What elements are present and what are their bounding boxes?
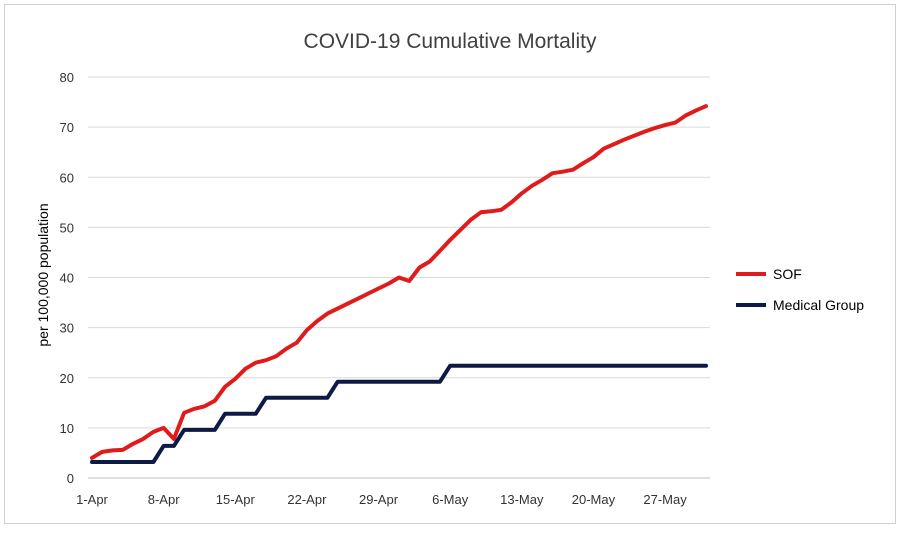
y-tick-label: 80 [60,70,74,85]
y-tick-label: 30 [60,321,74,336]
x-tick-label: 13-May [500,492,544,507]
y-tick-label: 70 [60,120,74,135]
legend-label: Medical Group [773,297,864,313]
series-lines [90,104,708,464]
gridlines [88,76,710,479]
chart-title: COVID-19 Cumulative Mortality [304,30,597,53]
y-tick-label: 0 [67,471,74,486]
legend-label: SOF [773,266,802,282]
x-tick-label: 20-May [572,492,616,507]
y-tick-label: 40 [60,271,74,286]
chart-frame [4,4,896,524]
x-tick-label: 15-Apr [216,492,256,507]
x-tick-label: 29-Apr [359,492,399,507]
x-axis-ticks: 1-Apr 8-Apr 15-Apr 22-Apr 29-Apr 6-May 13-May 2… [76,492,687,507]
x-tick-label: 27-May [643,492,687,507]
x-tick-label: 22-Apr [287,492,327,507]
legend: SOF Medical Group [736,266,864,313]
y-axis-label: per 100,000 population [35,203,51,346]
y-tick-label: 10 [60,421,74,436]
series-line-0 [90,104,708,460]
y-tick-label: 60 [60,170,74,185]
x-tick-label: 8-Apr [148,492,180,507]
x-tick-label: 1-Apr [76,492,108,507]
y-tick-label: 20 [60,371,74,386]
y-axis-ticks: 0 10 20 30 40 50 60 70 80 [60,70,74,486]
y-tick-label: 50 [60,220,74,235]
x-tick-label: 6-May [432,492,469,507]
series-line-1 [90,363,708,464]
